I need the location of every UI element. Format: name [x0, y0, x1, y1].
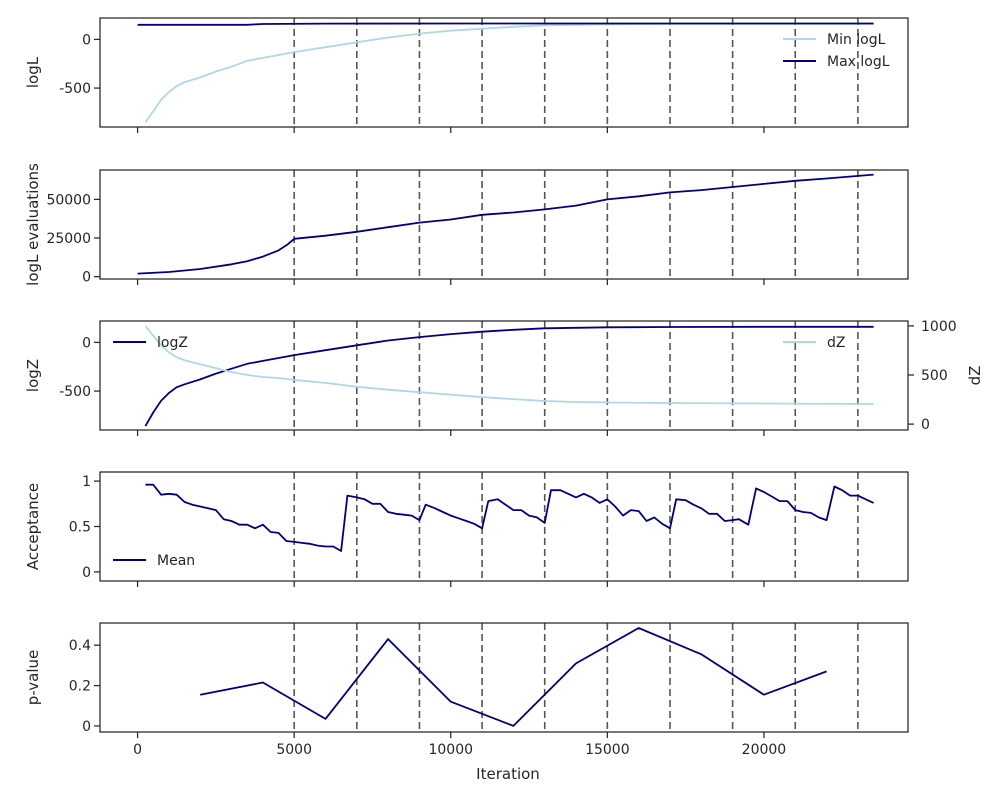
x-tick-label: 20000 — [742, 742, 787, 758]
plot-frame — [99, 17, 909, 128]
subplot-3: 0 -500 0 500 1000 logZ dZ logZ dZ — [24, 319, 984, 436]
y-tick-label: 0.5 — [69, 520, 91, 536]
y-right-tick-label: 1000 — [921, 319, 957, 335]
y-axis-label: Acceptance — [24, 483, 42, 570]
y-tick-label: 0.4 — [69, 638, 91, 654]
y-axis-label: logL — [24, 56, 42, 88]
x-tick-label: 10000 — [428, 742, 473, 758]
y-axis-label: logL evaluations — [24, 163, 42, 286]
legend-label: Mean — [157, 553, 195, 569]
plot-frame — [99, 471, 909, 582]
y-tick-label: 0.2 — [69, 679, 91, 695]
x-tick-label: 15000 — [585, 742, 630, 758]
y-tick-label: 0 — [82, 335, 91, 351]
subplot-5: 0 5000 10000 15000 20000 0 0.2 0.4 p-value Iterat… — [24, 622, 909, 783]
y-right-tick-label: 500 — [921, 368, 948, 384]
plot-frame — [99, 622, 909, 733]
x-tick-label: 5000 — [276, 742, 312, 758]
y-tick-label: 0 — [82, 270, 91, 286]
series-line-mean — [145, 483, 874, 552]
y-tick-label: 0 — [82, 32, 91, 48]
legend-label: Max logL — [827, 54, 890, 70]
series-line-min-logl — [144, 22, 874, 123]
plot-frame — [99, 169, 909, 280]
y-right-axis-label: dZ — [966, 366, 984, 386]
y-tick-label: 0 — [82, 565, 91, 581]
legend-label: dZ — [827, 335, 845, 351]
y-tick-label: -500 — [59, 384, 91, 400]
series-line-max-logl — [137, 22, 874, 26]
plot-frame — [99, 320, 909, 431]
series-line-1 — [137, 173, 874, 275]
series-line-logz — [144, 325, 874, 427]
legend-label: Min logL — [827, 32, 886, 48]
x-tick-label: 0 — [133, 742, 142, 758]
y-tick-label: 50000 — [46, 192, 91, 208]
subplot-4: 0 0.5 1 Acceptance Mean — [24, 471, 909, 587]
subplot-1: 0 -500 logL Min logL Max logL — [24, 17, 909, 133]
series-line-1 — [200, 627, 827, 727]
y-tick-label: 25000 — [46, 231, 91, 247]
y-tick-label: 1 — [82, 474, 91, 490]
y-axis-label: p-value — [24, 650, 42, 706]
y-axis-label: logZ — [24, 359, 42, 392]
y-right-tick-label: 0 — [921, 417, 930, 433]
y-tick-label: 0 — [82, 719, 91, 735]
y-tick-label: -500 — [59, 81, 91, 97]
series-line-dz — [144, 325, 874, 405]
x-axis-label: Iteration — [476, 765, 540, 783]
legend-label: logZ — [157, 335, 188, 351]
